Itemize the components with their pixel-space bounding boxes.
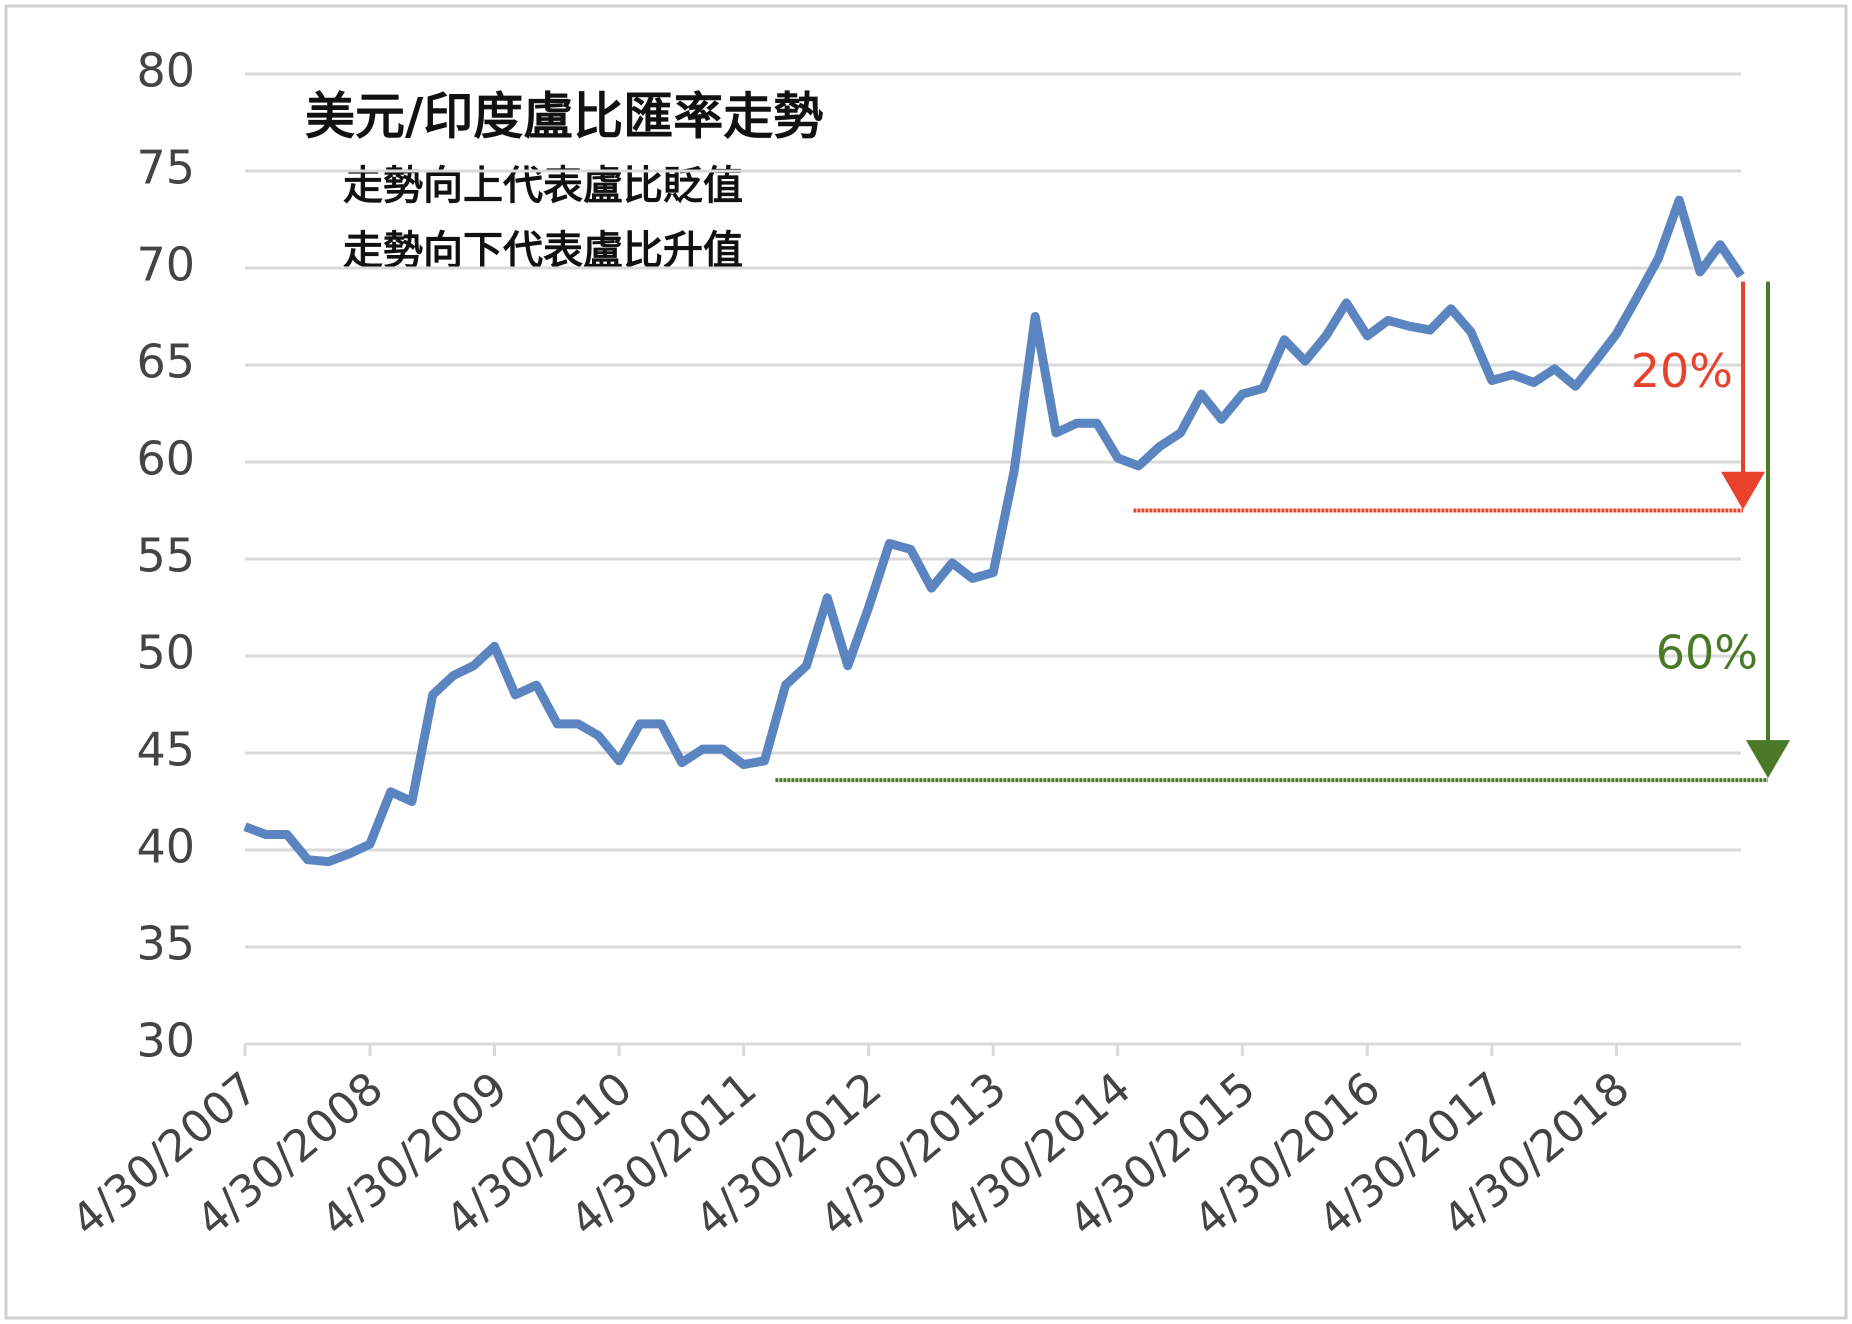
annotation-label: 20% <box>1631 344 1733 398</box>
y-tick-label: 30 <box>136 1014 195 1068</box>
y-tick-label: 60 <box>136 432 195 486</box>
frame <box>4 4 1848 1320</box>
y-tick-label: 80 <box>136 44 195 98</box>
y-tick-label: 35 <box>136 917 195 971</box>
y-tick-label: 45 <box>136 723 195 777</box>
y-tick-label: 65 <box>136 335 195 389</box>
chart-title: 美元/印度盧比匯率走勢 <box>305 88 823 146</box>
y-tick-label: 50 <box>136 626 195 680</box>
y-tick-label: 55 <box>136 529 195 583</box>
data-line <box>243 195 1745 867</box>
arrow-head <box>1721 471 1765 510</box>
y-tick-label: 70 <box>136 238 195 292</box>
annotation-label: 60% <box>1656 626 1758 680</box>
y-tick-label: 75 <box>136 141 195 195</box>
chart-subtitle: 走勢向下代表盧比升值 <box>343 228 743 274</box>
y-tick-label: 40 <box>136 820 195 874</box>
arrow-head <box>1746 740 1790 779</box>
